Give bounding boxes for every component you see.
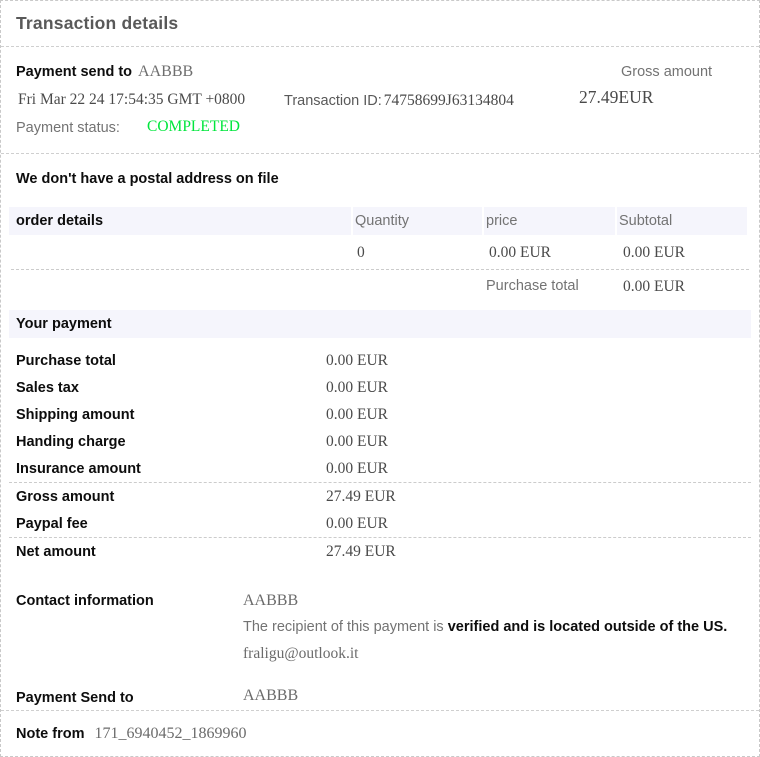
order-item-row: 0 0.00 EUR 0.00 EUR [9,235,751,269]
note-from-value: 171_6940452_1869960 [94,724,247,742]
gross-amount-value: 27.49EUR [579,87,654,107]
spacer [353,270,482,302]
payment-send-to-footer-label: Payment Send to [16,690,134,706]
payment-row-label: Insurance amount [16,460,141,477]
contact-email: fraligu@outlook.it [243,645,359,662]
postal-address-note: We don't have a postal address on file [16,171,279,187]
payment-row-value: 0.00 EUR [326,459,388,477]
recipient-note-bold: verified and is located outside of the U… [447,619,728,635]
payment-row-label: Sales tax [16,379,79,396]
contact-name: AABBB [243,592,299,609]
payment-send-to-name: AABBB [243,687,299,704]
transaction-id-label: Transaction ID: [284,93,382,109]
payment-row-paypal-fee: Paypal fee 0.00 EUR [1,510,759,537]
payment-row-value: 0.00 EUR [326,351,388,369]
payment-status-value: COMPLETED [147,118,240,135]
purchase-total-label: Purchase total [486,278,579,294]
payment-row-insurance-amount: Insurance amount 0.00 EUR [1,455,759,482]
column-header-price: price [484,207,615,235]
column-header-subtotal: Subtotal [617,207,747,235]
contact-information-label: Contact information [16,593,154,609]
payment-row-value: 27.49 EUR [326,487,396,505]
payee-name: AABBB [138,63,194,80]
order-divider [11,269,749,270]
contact-information-section: Contact information AABBB The recipient … [1,591,759,664]
column-header-quantity: Quantity [353,207,482,235]
page-header: Transaction details [1,1,759,47]
payment-row-label: Paypal fee [16,515,88,532]
payment-row-sales-tax: Sales tax 0.00 EUR [1,374,759,401]
your-payment-header: Your payment [9,310,751,338]
payment-row-net-amount: Net amount 27.49 EUR [1,538,759,565]
payment-status-label: Payment status: [16,120,120,136]
gross-amount-label: Gross amount [621,64,713,80]
page-title: Transaction details [16,13,179,33]
transaction-date: Fri Mar 22 24 17:54:35 GMT +0800 [18,91,246,108]
payment-summary-section: Payment send to AABBB Gross amount Fri Ma… [1,47,759,154]
payment-divider [9,482,751,483]
payment-row-label: Net amount [16,543,96,560]
order-subtotal-value: 0.00 EUR [623,244,685,261]
payment-row-purchase-total: Purchase total 0.00 EUR [1,347,759,374]
payment-row-gross-amount: Gross amount 27.49 EUR [1,483,759,510]
payment-breakdown-list: Purchase total 0.00 EUR Sales tax 0.00 E… [1,347,759,565]
order-quantity-value: 0 [357,244,365,261]
order-item-name [9,235,351,269]
recipient-verified-note: The recipient of this payment is verifie… [243,617,759,637]
payment-row-value: 0.00 EUR [326,514,388,532]
payment-row-value: 27.49 EUR [326,542,396,560]
payment-row-value: 0.00 EUR [326,378,388,396]
payment-row-label: Shipping amount [16,406,135,423]
payment-row-label: Handing charge [16,433,126,450]
contact-information-content: AABBB The recipient of this payment is v… [243,591,759,664]
payment-row-handing-charge: Handing charge 0.00 EUR [1,428,759,455]
payment-send-to-line: Payment send to AABBB [16,63,193,81]
order-details-header-row: order details Quantity price Subtotal [9,207,751,235]
order-details-title: order details [9,207,351,235]
order-price-value: 0.00 EUR [489,244,551,261]
payment-divider [9,537,751,538]
payment-row-label: Purchase total [16,352,116,369]
payment-send-to-label: Payment send to [16,64,133,80]
purchase-total-value: 0.00 EUR [623,278,685,295]
recipient-note-prefix: The recipient of this payment is [243,619,448,635]
payment-row-value: 0.00 EUR [326,405,388,423]
payment-row-value: 0.00 EUR [326,432,388,450]
payment-row-shipping-amount: Shipping amount 0.00 EUR [1,401,759,428]
note-from-label: Note from [16,725,85,742]
spacer [9,270,351,302]
purchase-total-row: Purchase total 0.00 EUR [9,270,751,302]
transaction-id-value: 74758699J63134804 [383,92,514,109]
note-from-section: Note from 171_6940452_1869960 [1,710,759,756]
payment-send-to-section: Payment Send to AABBB [1,686,759,708]
transaction-id-line: Transaction ID: 74758699J63134804 [284,92,514,110]
payment-row-label: Gross amount [16,488,115,505]
